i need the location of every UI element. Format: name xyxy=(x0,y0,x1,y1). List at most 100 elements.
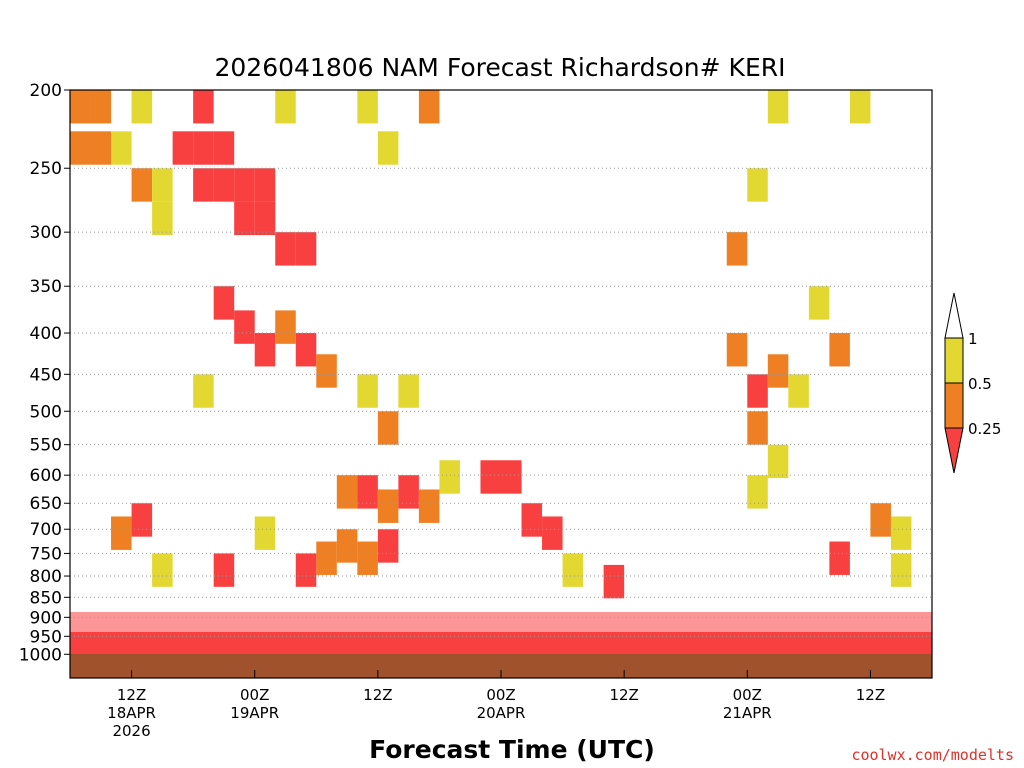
heatmap-cell xyxy=(111,516,132,550)
heatmap-cell xyxy=(213,131,235,165)
heatmap-cell xyxy=(398,374,419,408)
heatmap-cell xyxy=(726,232,748,266)
heatmap-cell xyxy=(336,529,358,563)
heatmap-cell xyxy=(193,90,214,124)
legend-box-orange xyxy=(944,382,964,429)
heatmap-cell xyxy=(254,333,276,367)
x-tick-label: 12Z xyxy=(363,686,392,704)
x-axis-label: Forecast Time (UTC) xyxy=(369,735,655,764)
heatmap-cell xyxy=(152,201,173,236)
heatmap-cell xyxy=(747,168,768,202)
heatmap-cell xyxy=(131,90,153,124)
y-tick-label: 200 xyxy=(30,81,62,101)
y-tick-label: 400 xyxy=(30,324,62,344)
heatmap-cell xyxy=(234,310,255,344)
heatmap-cell xyxy=(501,460,522,494)
x-tick-label: 12Z xyxy=(117,686,146,704)
heatmap-cell xyxy=(275,310,296,344)
heatmap-cell xyxy=(357,90,378,124)
heatmap-cell xyxy=(480,460,501,494)
heatmap-cell xyxy=(357,475,378,509)
heatmap-cell xyxy=(418,90,440,124)
x-tick-label: 19APR xyxy=(230,704,279,722)
heatmap-cell xyxy=(747,374,768,408)
x-tick-label: 00Z xyxy=(486,686,515,704)
y-tick-label: 250 xyxy=(30,159,62,179)
heatmap-cell xyxy=(152,553,173,587)
heatmap-cell xyxy=(603,564,625,599)
x-tick-label: 18APR xyxy=(107,704,156,722)
heatmap-cell xyxy=(521,503,543,537)
heatmap-cell xyxy=(111,131,132,165)
heatmap-cell xyxy=(213,553,235,587)
heatmap-cell xyxy=(275,90,296,124)
heatmap-cell xyxy=(131,503,153,537)
legend-top-arrow xyxy=(944,292,964,339)
x-tick-label: 12Z xyxy=(856,686,885,704)
x-tick-label: 2026 xyxy=(112,722,150,740)
y-tick-label: 450 xyxy=(30,365,62,385)
y-tick-label: 1000 xyxy=(19,645,62,665)
band-lower xyxy=(70,632,932,654)
heatmap-cell xyxy=(357,541,378,575)
y-tick-label: 800 xyxy=(30,567,62,587)
x-tick-label: 21APR xyxy=(723,704,772,722)
heatmap-cell xyxy=(90,131,112,165)
heatmap-cell xyxy=(767,354,789,388)
legend-bottom-arrow xyxy=(944,427,964,474)
credit-text[interactable]: coolwx.com/modelts xyxy=(851,746,1014,764)
heatmap-cell xyxy=(767,444,789,479)
heatmap-cells xyxy=(70,90,912,599)
heatmap-cell xyxy=(316,541,337,575)
heatmap-cell xyxy=(377,489,399,523)
y-tick-label: 550 xyxy=(30,436,62,456)
heatmap-cell xyxy=(254,516,276,550)
heatmap-cell xyxy=(870,503,891,537)
heatmap-cell xyxy=(767,90,789,124)
heatmap-cell xyxy=(254,168,276,202)
heatmap-cell xyxy=(747,475,768,509)
color-legend: 1 0.5 0.25 xyxy=(944,292,1001,474)
heatmap-cell xyxy=(377,411,399,445)
x-tick-label: 00Z xyxy=(240,686,269,704)
y-tick-label: 750 xyxy=(30,544,62,564)
x-tick-label: 20APR xyxy=(477,704,526,722)
y-tick-label: 850 xyxy=(30,588,62,608)
y-tick-label: 300 xyxy=(30,223,62,243)
heatmap-cell xyxy=(70,90,91,124)
legend-label-1: 1 xyxy=(968,330,978,348)
heatmap-cell xyxy=(234,168,255,202)
y-tick-label: 650 xyxy=(30,494,62,514)
heatmap-cell xyxy=(172,131,194,165)
heatmap-cell xyxy=(152,168,173,202)
heatmap-cell xyxy=(788,374,809,408)
x-tick-label: 12Z xyxy=(609,686,638,704)
boundary-layer-bands xyxy=(70,612,932,654)
legend-label-0.5: 0.5 xyxy=(968,375,992,393)
y-tick-label: 900 xyxy=(30,608,62,628)
plot-area xyxy=(69,89,933,679)
heatmap-cell xyxy=(418,489,440,523)
y-tick-label: 500 xyxy=(30,402,62,422)
legend-box-yellow xyxy=(944,337,964,384)
heatmap-cell xyxy=(890,516,912,550)
heatmap-cell xyxy=(295,333,317,367)
y-tick-label: 350 xyxy=(30,277,62,297)
heatmap-cell xyxy=(213,286,235,320)
heatmap-cell xyxy=(193,168,214,202)
heatmap-cell xyxy=(377,131,399,165)
heatmap-cell xyxy=(234,201,255,236)
y-tick-label: 950 xyxy=(30,627,62,647)
band-mid xyxy=(70,612,932,632)
chart-title: 2026041806 NAM Forecast Richardson# KERI xyxy=(215,53,786,82)
heatmap-cell xyxy=(316,354,337,388)
heatmap-cell xyxy=(254,201,276,236)
heatmap-cell xyxy=(275,232,296,266)
heatmap-cell xyxy=(829,333,850,367)
heatmap-cell xyxy=(398,475,419,509)
x-tick-label: 00Z xyxy=(733,686,762,704)
heatmap-cell xyxy=(70,131,91,165)
y-axis-ticks: 200 250 300 350 400 450 500 550 600 650 700 750 8008… xyxy=(19,81,70,665)
